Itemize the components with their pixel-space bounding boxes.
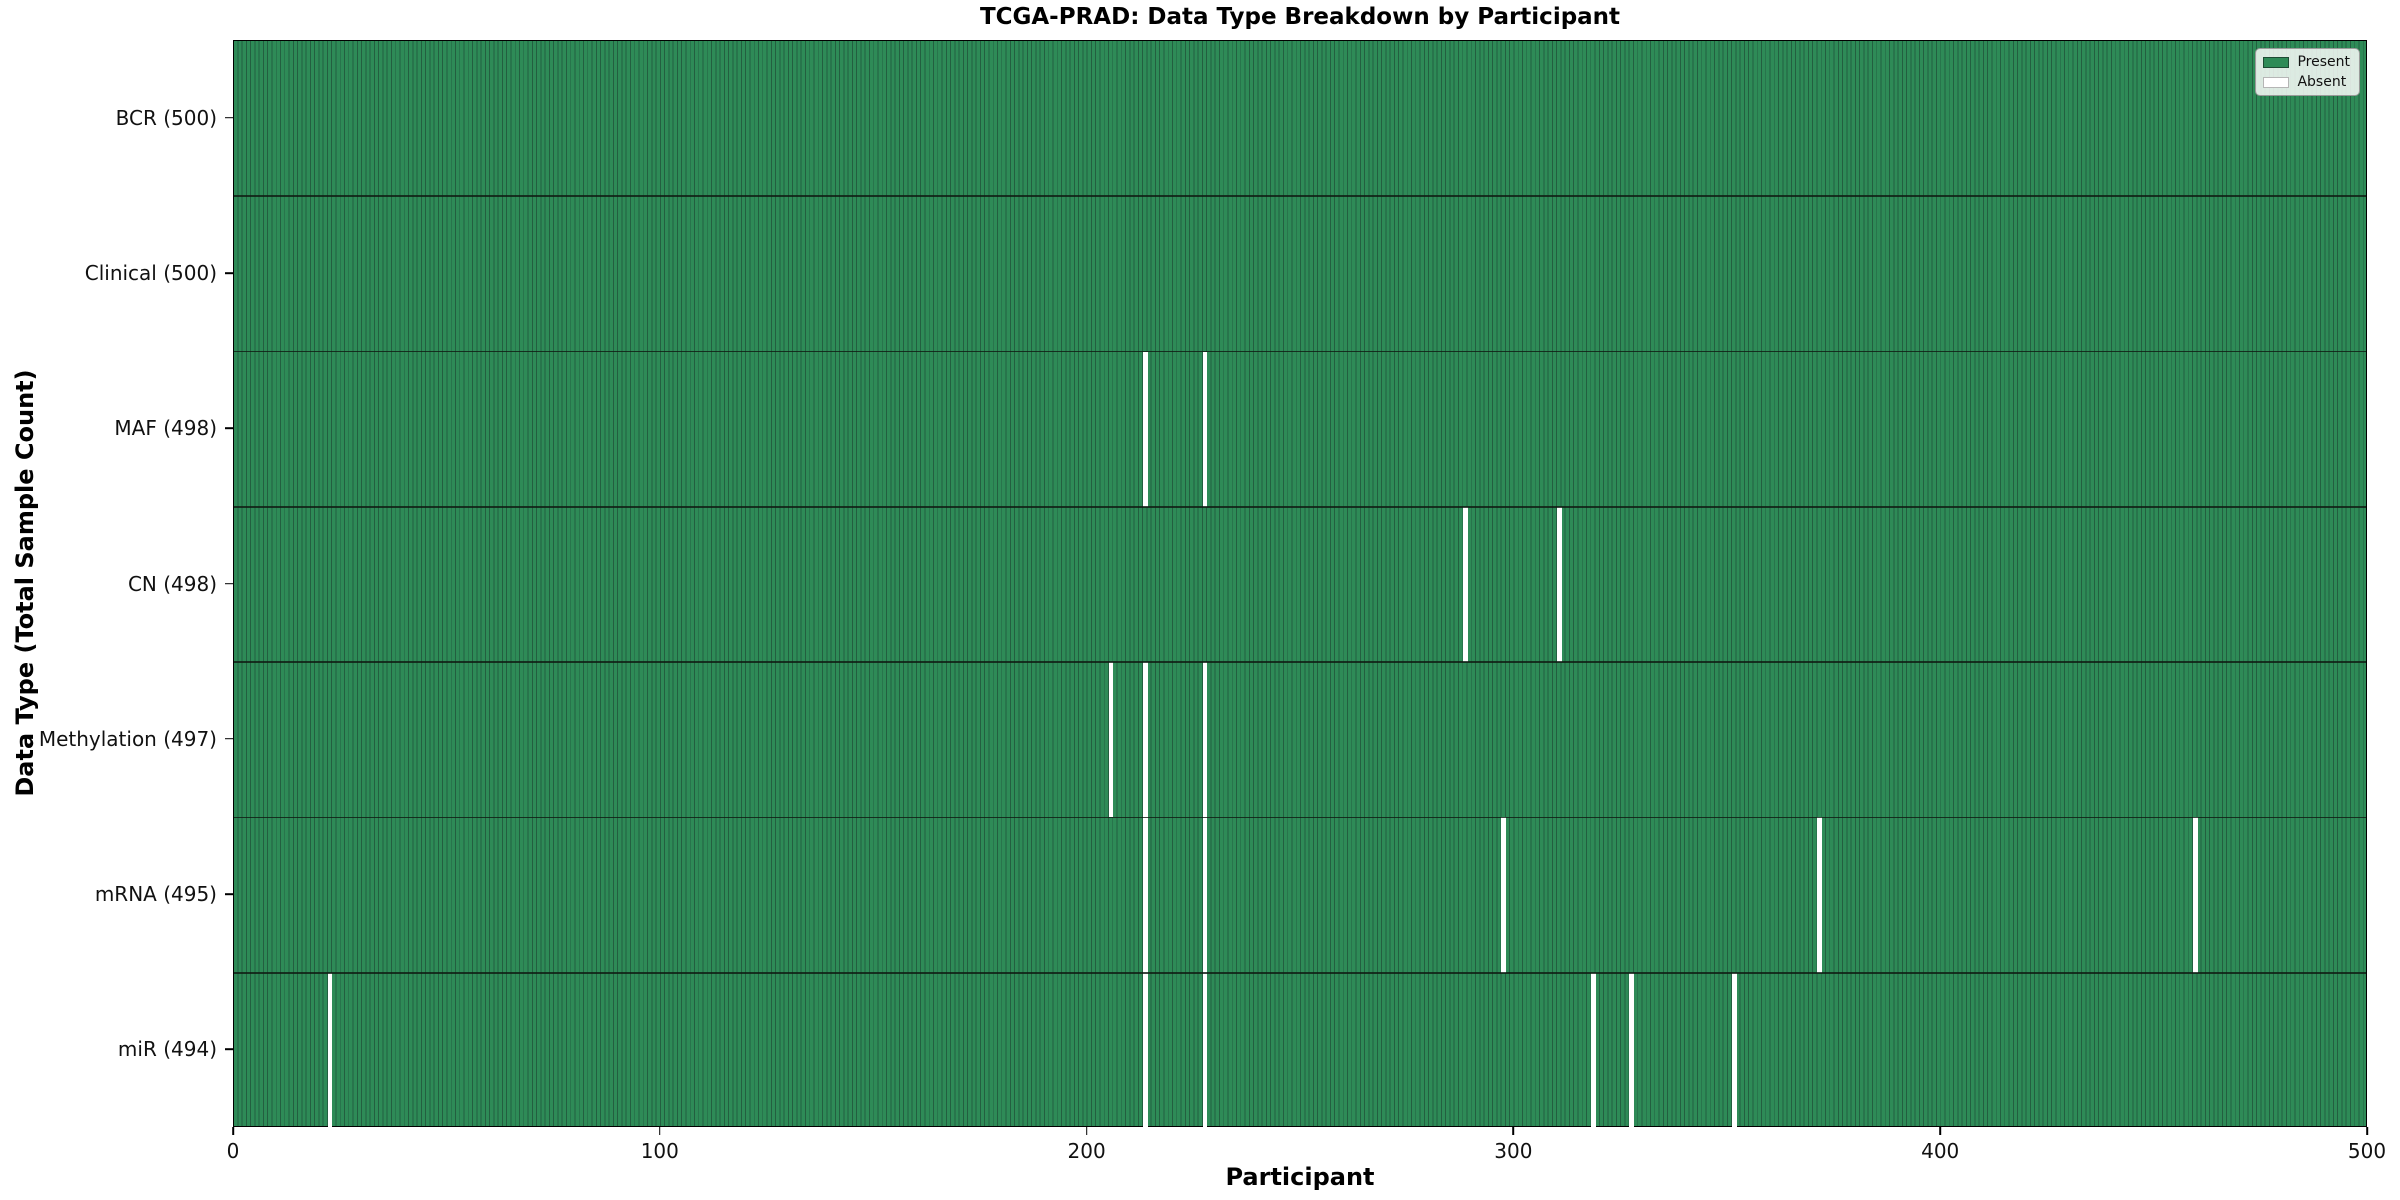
plot-area: Present Absent [233, 40, 2367, 1128]
heatmap-row-methylation [234, 662, 2366, 818]
absent-marker [1142, 817, 1148, 973]
heatmap-row-mrna [234, 817, 2366, 973]
ytick-mark [225, 582, 233, 585]
absent-marker [1202, 817, 1208, 973]
absent-marker [1202, 351, 1208, 507]
absent-marker [1202, 972, 1208, 1128]
xtick-mark [1085, 1127, 1088, 1135]
xtick-mark [1939, 1127, 1941, 1135]
xtick-mark [2366, 1127, 2368, 1135]
row-divider [234, 661, 2366, 663]
absent-marker [1556, 506, 1562, 663]
row-divider [234, 506, 2366, 508]
absent-marker [1142, 662, 1148, 818]
legend-label-present: Present [2297, 54, 2350, 70]
absent-marker [1817, 817, 1822, 973]
absent-marker [1108, 662, 1114, 818]
row-divider [234, 971, 2366, 974]
y-axis-label: Data Type (Total Sample Count) [11, 369, 39, 797]
ytick-label-mir: miR (494) [117, 1037, 217, 1062]
xtick-label-400: 400 [1921, 1139, 1960, 1163]
absent-marker [1590, 972, 1596, 1128]
ytick-mark [225, 737, 233, 740]
ytick-label-methylation: Methylation (497) [38, 726, 217, 751]
ytick-mark [225, 893, 233, 895]
ytick-mark [225, 1048, 233, 1051]
xtick-mark [659, 1127, 661, 1135]
chart-title: TCGA-PRAD: Data Type Breakdown by Partic… [979, 4, 1621, 30]
ytick-label-clinical: Clinical (500) [84, 260, 217, 285]
absent-marker [1731, 972, 1737, 1128]
ytick-label-bcr: BCR (500) [115, 105, 217, 130]
ytick-mark [225, 272, 233, 274]
heatmap-row-clinical [234, 196, 2366, 351]
absent-marker [1462, 506, 1468, 663]
absent-swatch-icon [2263, 76, 2290, 88]
xtick-label-0: 0 [226, 1139, 240, 1163]
absent-marker [1202, 662, 1208, 818]
heatmap-row-maf [234, 351, 2366, 507]
absent-marker [1142, 972, 1148, 1128]
absent-marker [2192, 817, 2198, 973]
legend-label-absent: Absent [2297, 74, 2347, 90]
row-divider [234, 350, 2366, 353]
ytick-mark [225, 427, 233, 429]
absent-marker [1142, 351, 1148, 507]
row-divider [234, 195, 2366, 198]
absent-marker [1501, 817, 1507, 973]
xtick-label-500: 500 [2347, 1139, 2387, 1163]
absent-marker [327, 972, 333, 1128]
row-divider [234, 816, 2366, 819]
heatmap-row-mir [234, 972, 2366, 1128]
ytick-mark [225, 116, 233, 119]
ytick-label-mrna: mRNA (495) [94, 882, 217, 907]
xtick-label-200: 200 [1067, 1139, 1106, 1163]
absent-marker [1629, 972, 1635, 1128]
legend-item-present: Present [2263, 54, 2350, 70]
heatmap-row-cn [234, 506, 2366, 663]
xtick-mark [1512, 1127, 1515, 1135]
heatmap-row-bcr [234, 41, 2366, 196]
ytick-label-maf: MAF (498) [114, 416, 217, 441]
legend: Present Absent [2255, 48, 2360, 96]
xtick-label-300: 300 [1494, 1139, 1533, 1163]
ytick-label-cn: CN (498) [127, 571, 217, 596]
xtick-mark [232, 1127, 234, 1135]
xtick-label-100: 100 [640, 1139, 679, 1163]
x-axis-label: Participant [1225, 1163, 1375, 1191]
legend-item-absent: Absent [2263, 74, 2350, 90]
present-swatch-icon [2263, 56, 2290, 68]
